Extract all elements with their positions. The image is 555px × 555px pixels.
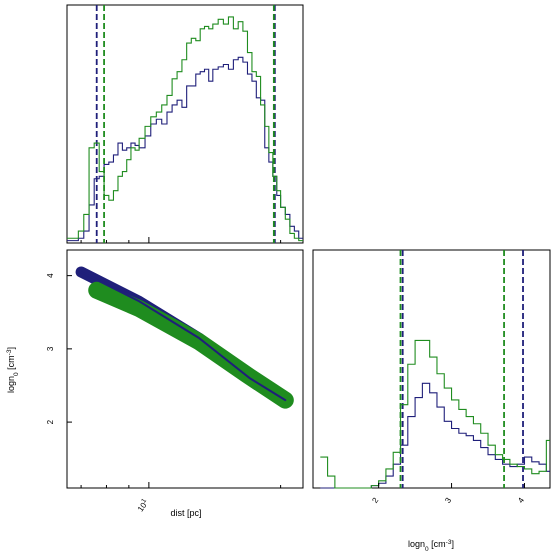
y-tick-label-logn0-4: 4 <box>46 273 55 278</box>
dist-histogram <box>67 5 303 243</box>
x-tick-label-logn0-2: 2 <box>370 496 380 505</box>
joint-contour-core <box>80 270 287 402</box>
x-tick-label-logn0-4: 4 <box>516 496 526 505</box>
x-tick-label-logn0-3: 3 <box>443 496 453 505</box>
logn0-hist-series-2 <box>320 339 550 489</box>
x-tick-label-dist-10: 101 <box>135 497 151 514</box>
logn0-histogram <box>320 250 550 489</box>
x-axis-label-dist: dist [pc] <box>170 508 201 518</box>
panel-joint-scatter-frame <box>66 249 304 489</box>
y-tick-label-logn0-2: 2 <box>46 419 55 424</box>
dist-hist-series-2 <box>67 16 303 242</box>
axes: 101 2 3 4 2 3 4 <box>46 237 526 513</box>
panel-logn0-histogram-frame <box>312 249 551 489</box>
logn0-hist-series-1 <box>320 382 550 489</box>
joint-contours <box>75 266 294 409</box>
x-axis-label-logn0: logn0 [cm-3] <box>408 539 454 553</box>
y-axis-label-logn0: logn0 [cm-3] <box>6 347 20 393</box>
panel-dist-histogram-frame <box>66 4 304 244</box>
dist-hist-series-1 <box>67 56 303 242</box>
y-tick-label-logn0-3: 3 <box>46 346 55 351</box>
